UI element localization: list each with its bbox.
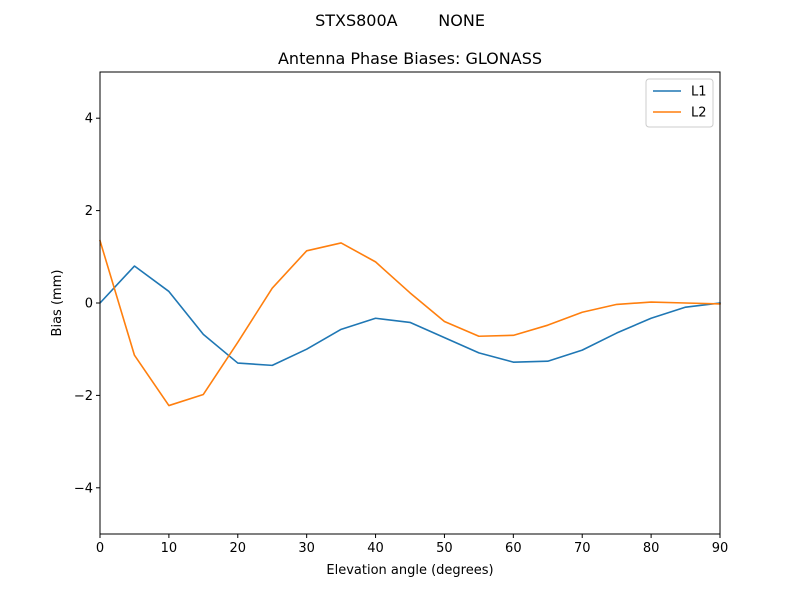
x-tick-label: 80: [643, 541, 660, 556]
x-tick-label: 20: [230, 541, 247, 556]
y-tick-label: −4: [74, 481, 93, 496]
x-tick-label: 60: [505, 541, 522, 556]
chart-title: Antenna Phase Biases: GLONASS: [278, 49, 542, 68]
y-tick-label: 2: [85, 204, 93, 219]
x-tick-label: 70: [574, 541, 591, 556]
plot-area: [98, 239, 721, 407]
x-tick-label: 0: [96, 541, 104, 556]
x-tick-label: 30: [298, 541, 315, 556]
legend-label-l1: L1: [691, 85, 707, 100]
legend-label-l2: L2: [691, 106, 707, 121]
y-tick-label: −2: [74, 389, 93, 404]
y-axis-label: Bias (mm): [50, 270, 65, 337]
chart-suptitle: STXS800A NONE: [315, 11, 485, 30]
x-axis-label: Elevation angle (degrees): [326, 563, 493, 578]
series-line-l2: [99, 239, 721, 407]
x-tick-label: 50: [436, 541, 453, 556]
y-tick-label: 0: [85, 297, 93, 312]
x-tick-label: 90: [712, 541, 729, 556]
x-tick-label: 10: [161, 541, 178, 556]
y-tick-label: 4: [85, 112, 93, 127]
series-line-l1: [98, 265, 721, 367]
ticks: 0 10 20 30 40 50 60 70 80 90 −4 −2 0 2 4: [74, 112, 728, 556]
x-tick-label: 40: [367, 541, 384, 556]
